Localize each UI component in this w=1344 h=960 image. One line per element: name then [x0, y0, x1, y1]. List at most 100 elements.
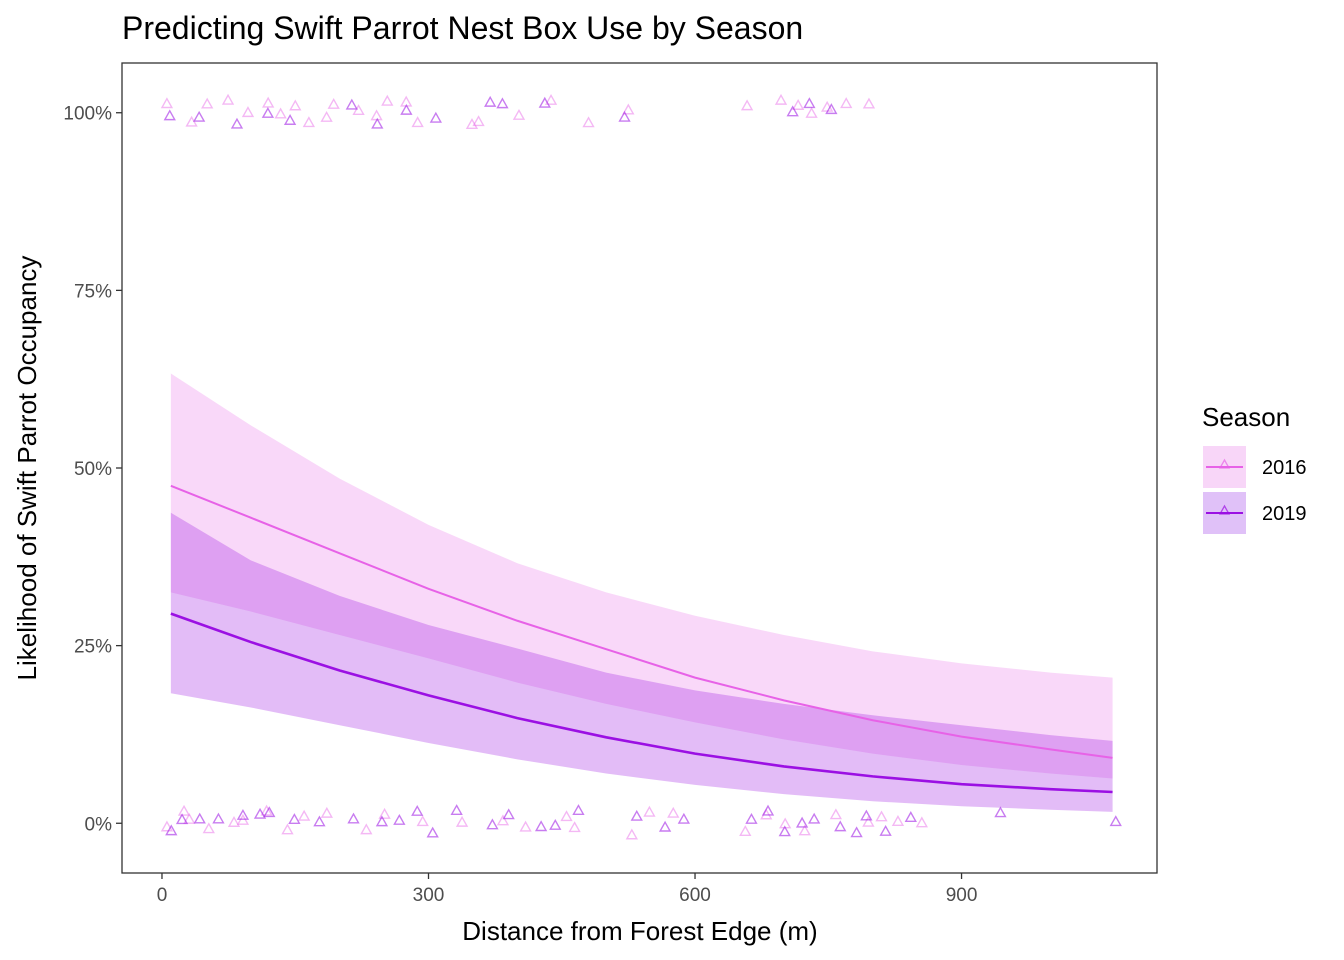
y-tick-label: 50%: [74, 459, 112, 480]
point-2016: [281, 823, 294, 835]
point-2016: [160, 820, 174, 832]
point-2019: [496, 97, 509, 109]
ribbon-2016: [170, 373, 1113, 779]
point-2019: [163, 109, 176, 121]
point-2016: [221, 93, 235, 105]
fit-line-2019: [170, 612, 1113, 794]
point-2019: [879, 824, 892, 836]
point-2019: [994, 806, 1007, 818]
point-2016: [512, 108, 526, 120]
point-2016: [465, 118, 479, 130]
point-2016: [360, 823, 373, 835]
point-2016: [202, 822, 215, 834]
chart-title: Predicting Swift Parrot Nest Box Use by …: [122, 10, 803, 46]
point-2019: [253, 807, 267, 819]
point-2019: [538, 96, 551, 108]
point-2019: [165, 824, 178, 836]
point-2016: [183, 812, 196, 824]
point-2019: [860, 809, 873, 821]
point-2016: [774, 93, 788, 105]
legend-label-2016: 2016: [1262, 457, 1307, 479]
point-2019: [502, 808, 515, 820]
plot-area: [160, 93, 1122, 840]
point-2019: [288, 813, 301, 824]
legend-marker-2019: [1218, 504, 1231, 515]
point-2016: [519, 820, 532, 832]
point-2016: [302, 116, 316, 128]
point-2019: [486, 818, 499, 830]
point-2016: [862, 97, 876, 109]
point-2016: [262, 96, 275, 108]
point-2019: [426, 826, 439, 838]
point-2016: [455, 815, 469, 827]
y-axis-label: Likelihood of Swift Parrot Occupancy: [12, 256, 42, 681]
point-2016: [227, 816, 241, 827]
point-2016: [378, 807, 391, 819]
point-2016: [160, 97, 174, 109]
point-2019: [400, 103, 413, 115]
point-2019: [192, 110, 206, 122]
point-2016: [544, 93, 558, 105]
point-2016: [241, 106, 255, 118]
point-2019: [630, 809, 643, 821]
point-2019: [261, 106, 275, 118]
fit-line-2016: [170, 484, 1113, 759]
point-2019: [1109, 815, 1122, 827]
point-2016: [177, 804, 191, 816]
point-2016: [320, 806, 333, 818]
y-tick-label: 0%: [85, 814, 113, 835]
point-2016: [582, 116, 595, 128]
point-2016: [381, 94, 394, 106]
y-axis: 0% 25% 50% 75% 100%: [63, 104, 122, 835]
point-2016: [320, 110, 333, 122]
point-2016: [622, 103, 635, 115]
point-2016: [472, 115, 485, 127]
point-2016: [370, 109, 383, 121]
point-2019: [761, 804, 775, 816]
point-2016: [805, 106, 818, 118]
point-2016: [274, 107, 287, 119]
ribbon-2019: [170, 512, 1113, 812]
legend: Season 2016 2019: [1202, 402, 1307, 534]
point-2019: [850, 826, 863, 838]
point-2019: [745, 812, 758, 824]
x-tick-label: 900: [946, 885, 978, 906]
point-2016: [862, 815, 875, 827]
point-2019: [572, 804, 585, 816]
point-2019: [375, 815, 389, 827]
point-2016: [411, 116, 424, 128]
point-2016: [201, 97, 214, 109]
point-2019: [825, 103, 838, 115]
point-2019: [193, 812, 206, 824]
point-2019: [345, 98, 358, 110]
point-2019: [803, 97, 816, 109]
x-axis: 0 300 600 900: [157, 873, 978, 906]
point-2016: [297, 809, 311, 821]
point-2016: [260, 804, 273, 816]
point-2019: [283, 114, 297, 125]
point-2019: [393, 813, 406, 825]
legend-title: Season: [1202, 402, 1290, 432]
point-2016: [891, 815, 905, 826]
point-2016: [798, 824, 811, 836]
point-2019: [212, 812, 225, 824]
x-axis-label: Distance from Forest Edge (m): [462, 916, 817, 946]
point-2019: [549, 818, 562, 830]
point-2016: [625, 828, 638, 840]
point-2016: [829, 808, 843, 820]
point-2019: [778, 825, 791, 837]
y-tick-label: 75%: [74, 281, 112, 302]
point-2019: [411, 805, 424, 816]
point-2016: [791, 99, 805, 110]
point-2016: [496, 814, 510, 826]
point-2016: [667, 806, 680, 818]
point-2019: [904, 811, 917, 822]
point-2016: [327, 98, 340, 109]
point-2016: [739, 825, 752, 837]
point-2019: [786, 105, 799, 117]
y-tick-label: 100%: [63, 104, 112, 125]
point-2019: [347, 812, 360, 824]
point-2016: [840, 97, 853, 109]
point-2019: [313, 815, 326, 827]
